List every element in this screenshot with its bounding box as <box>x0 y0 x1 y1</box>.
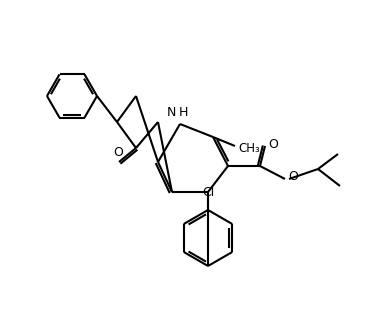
Text: CH₃: CH₃ <box>238 143 260 155</box>
Text: Cl: Cl <box>202 186 214 198</box>
Text: O: O <box>113 147 123 160</box>
Text: N: N <box>166 106 176 120</box>
Text: O: O <box>268 138 278 151</box>
Text: H: H <box>179 106 189 120</box>
Text: O: O <box>288 171 298 183</box>
